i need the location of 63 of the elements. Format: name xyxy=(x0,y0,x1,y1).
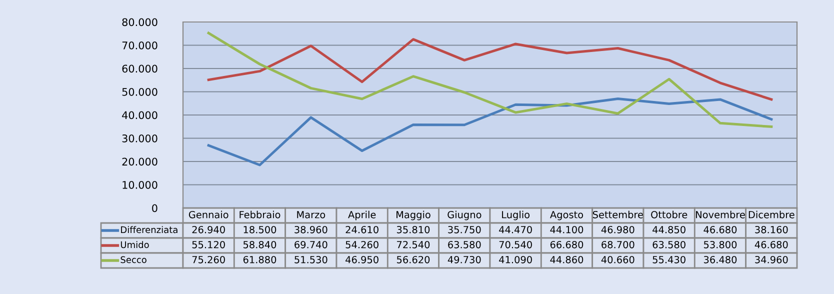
x-tick-label: Luglio xyxy=(502,210,530,220)
data-label: 46.680 xyxy=(754,240,788,248)
x-tick-label: Maggio xyxy=(396,210,430,220)
data-label: 34.960 xyxy=(755,256,788,264)
x-tick-label: Agosto xyxy=(550,211,584,220)
data-label: 44.100 xyxy=(550,226,584,234)
data-label: 53.800 xyxy=(704,240,737,248)
data-label: 41.090 xyxy=(499,256,532,264)
x-tick-label: Febbraio xyxy=(240,210,280,218)
data-label: 66.680 xyxy=(550,240,584,248)
data-label: 61.880 xyxy=(243,256,276,264)
data-label: 38.160 xyxy=(755,226,788,234)
y-tick-label: 60.000 xyxy=(122,64,158,73)
data-label: 51.530 xyxy=(294,256,328,264)
x-tick-label: Gennaio xyxy=(188,210,228,218)
legend-label: Umido xyxy=(120,241,149,248)
line-series xyxy=(207,32,773,128)
y-tick-label: 70.000 xyxy=(122,41,158,50)
y-tick-label: 10.000 xyxy=(122,180,158,189)
data-label: 63.580 xyxy=(448,240,481,248)
x-tick-label: Dicembre xyxy=(748,210,794,218)
y-tick-label: 30.000 xyxy=(122,134,158,142)
x-tick-label: Ottobre xyxy=(651,210,688,218)
data-label: 56.620 xyxy=(396,256,430,264)
data-label: 49.730 xyxy=(448,256,481,264)
legend-label: Differenziata xyxy=(121,226,178,234)
data-label: 72.540 xyxy=(397,240,430,248)
line-series xyxy=(207,38,773,101)
data-label: 35.750 xyxy=(448,226,481,234)
x-tick-label: Giugno xyxy=(448,210,482,220)
data-label: 58.840 xyxy=(243,240,276,248)
legend-label: Secco xyxy=(120,256,146,264)
data-label: 75.260 xyxy=(192,256,225,264)
data-label: 38.960 xyxy=(294,226,328,234)
data-label: 44.850 xyxy=(652,226,686,234)
y-tick-label: 20.000 xyxy=(122,158,158,166)
data-label: 44.470 xyxy=(499,226,532,234)
x-tick-label: Settembre xyxy=(592,210,643,218)
data-label: 54.260 xyxy=(346,240,378,248)
data-label: 46.680 xyxy=(704,226,737,234)
x-tick-label: Marzo xyxy=(297,211,326,218)
data-label: 24.610 xyxy=(346,226,378,234)
data-label: 69.740 xyxy=(294,240,328,248)
y-tick-label: 50.000 xyxy=(122,88,158,96)
data-label: 44.860 xyxy=(550,256,584,264)
data-label: 46.980 xyxy=(601,226,634,234)
y-tick-label: 0 xyxy=(152,204,158,212)
data-label: 55.120 xyxy=(192,240,225,248)
data-label: 26.940 xyxy=(192,226,225,234)
y-tick-label: 80.000 xyxy=(122,18,158,26)
x-tick-label: Aprile xyxy=(348,210,376,220)
data-label: 63.580 xyxy=(652,240,686,248)
y-tick-label: 40.000 xyxy=(122,111,158,120)
data-label: 35.810 xyxy=(396,226,430,234)
x-tick-label: Novembre xyxy=(696,210,745,218)
data-label: 68.700 xyxy=(602,240,634,248)
line-series xyxy=(207,98,773,166)
data-label: 70.540 xyxy=(499,240,532,248)
data-label: 36.480 xyxy=(704,256,737,264)
data-label: 40.660 xyxy=(601,256,634,264)
data-label: 46.950 xyxy=(346,256,378,264)
data-label: 55.430 xyxy=(652,256,686,264)
data-label: 18.500 xyxy=(244,226,276,234)
